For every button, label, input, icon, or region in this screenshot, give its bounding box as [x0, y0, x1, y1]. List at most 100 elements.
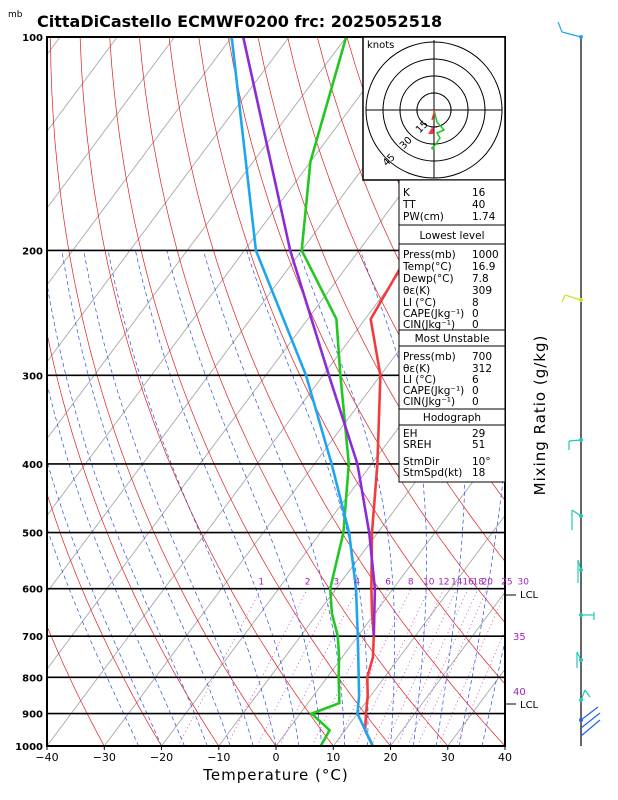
mixing-ratio-tick-label: 18 — [472, 578, 484, 588]
lowest-level-value: 309 — [472, 285, 492, 297]
hodograph-unit: knots — [367, 40, 394, 51]
isotherm-line — [332, 514, 505, 746]
dry-adiabat-line — [227, 37, 505, 624]
most-unstable-value: 700 — [472, 351, 492, 363]
moist-adiabat-line — [431, 250, 466, 746]
isotherm-line — [0, 37, 3, 746]
sounding-profiles — [230, 37, 505, 746]
dry-adiabat-line — [79, 37, 334, 746]
mixing-ratio-line — [407, 588, 479, 746]
parcel_surface-line — [230, 37, 374, 746]
hodograph-table-value: 10° — [472, 456, 491, 468]
lcl-label-upper: LCL — [520, 590, 539, 601]
isotherm-line — [47, 37, 404, 517]
pressure-unit-label: mb — [8, 10, 23, 20]
chart-title: CittaDiCastello ECMWF0200 frc: 202505251… — [37, 12, 442, 31]
moist-adiabat-line — [504, 744, 505, 746]
lowest-level-label: CIN(Jkg⁻¹) — [403, 319, 455, 331]
dry-adiabat-line — [139, 37, 449, 746]
hodograph-table-value: 51 — [472, 439, 485, 451]
most-unstable-value: 312 — [472, 363, 492, 375]
wind-barb-point — [579, 698, 583, 702]
isotherm-line — [47, 37, 118, 132]
pressure-tick-label: 1000 — [15, 742, 43, 753]
lowest-level-value: 8 — [472, 297, 479, 309]
isotherm-line — [47, 37, 347, 440]
mixing-ratio-axis-title: Mixing Ratio (g/kg) — [531, 335, 549, 496]
moist-adiabat-line — [83, 250, 254, 746]
isotherm-line — [390, 591, 505, 746]
pressure-tick-label: 200 — [22, 246, 43, 257]
lowest-level-label: Press(mb) — [403, 249, 456, 261]
mixing-ratio-line — [177, 588, 262, 746]
x-tick-label: 30 — [441, 751, 455, 764]
lowest-level-value: 16.9 — [472, 261, 495, 273]
moist-adiabat-line — [107, 250, 277, 746]
mixing-ratio-line — [438, 592, 505, 746]
lowest-level-label: LI (°C) — [403, 297, 436, 309]
hodograph-table-label: SREH — [403, 439, 432, 451]
mixing-ratio-tick-label: 8 — [408, 578, 414, 588]
moist-adiabat-line — [458, 250, 505, 746]
x-tick-label: 20 — [384, 751, 398, 764]
dry-adiabat-line — [555, 37, 618, 746]
mixing-ratio-tick-label: 6 — [385, 578, 391, 588]
dewpoint-line — [300, 37, 351, 746]
mixing-ratio-line — [417, 588, 488, 746]
dry-adiabat-line — [198, 37, 505, 685]
mixing-ratio-tick-label: 20 — [482, 578, 494, 588]
hodograph-table-label: EH — [403, 428, 418, 440]
mixing-ratio-line — [311, 588, 389, 746]
dry-adiabat-line — [287, 37, 505, 501]
hodograph-trace-green — [432, 109, 446, 149]
most-unstable-value: 0 — [472, 396, 479, 408]
lowest-level-value: 7.8 — [472, 273, 489, 285]
index-label: PW(cm) — [403, 211, 444, 223]
dry-adiabat-line — [47, 331, 220, 746]
moist-adiabat-line — [202, 250, 346, 746]
dry-adiabat-line — [584, 37, 618, 746]
index-label: TT — [402, 199, 416, 211]
mixing-ratio-tick-label: 12 — [438, 578, 449, 588]
dry-adiabat-line — [257, 37, 505, 562]
wind-barb — [580, 712, 601, 729]
x-tick-label: −40 — [35, 751, 58, 764]
moist-adiabat-line — [166, 250, 323, 746]
pressure-tick-label: 800 — [22, 673, 43, 684]
pressure-tick-label: 900 — [22, 710, 43, 721]
index-value: 16 — [472, 187, 486, 199]
hodograph-table-label: StmDir — [403, 456, 440, 468]
most-unstable-label: CIN(Jkg⁻¹) — [403, 396, 455, 408]
isotherm-label-40: 40 — [513, 687, 526, 698]
wind-barb-point — [579, 613, 583, 617]
wind-barb-point — [579, 298, 583, 302]
mixing-ratio-tick-label: 3 — [333, 578, 339, 588]
lowest-level-label: θε(K) — [403, 285, 430, 297]
hodograph-point — [431, 146, 435, 150]
wind-barb — [580, 706, 599, 721]
most-unstable-label: LI (°C) — [403, 374, 436, 386]
isotherm-line — [47, 37, 290, 363]
parcel_most_unstable-line — [241, 37, 377, 637]
x-tick-label: −10 — [207, 751, 230, 764]
most-unstable-label: θε(K) — [403, 363, 430, 375]
hodograph-table-title: Hodograph — [423, 412, 481, 424]
moist-adiabat-line — [246, 250, 369, 746]
pressure-tick-label: 300 — [22, 371, 43, 382]
moist-adiabat-line — [481, 638, 505, 746]
wind-barb-point — [579, 438, 583, 442]
lowest-level-value: 0 — [472, 308, 479, 320]
mixing-ratio-line — [396, 588, 469, 746]
lowest-level-label: Temp(°C) — [402, 261, 452, 273]
pressure-tick-label: 600 — [22, 585, 43, 596]
mixing-ratio-tick-label: 2 — [305, 578, 311, 588]
indices-table: K 16 TT 40 PW(cm) 1.74 Lowest level Pres… — [398, 179, 506, 483]
moist-adiabat-line — [61, 250, 231, 746]
hodograph: knots 15 30 45 — [362, 36, 506, 181]
pressure-tick-label: 700 — [22, 632, 43, 643]
hodograph-table-value: 29 — [472, 428, 485, 440]
isotherm-line — [275, 437, 505, 746]
hodograph-table-value: 18 — [472, 467, 485, 479]
lcl-label-lower: LCL — [520, 700, 539, 711]
pressure-tick-label: 100 — [22, 33, 43, 44]
